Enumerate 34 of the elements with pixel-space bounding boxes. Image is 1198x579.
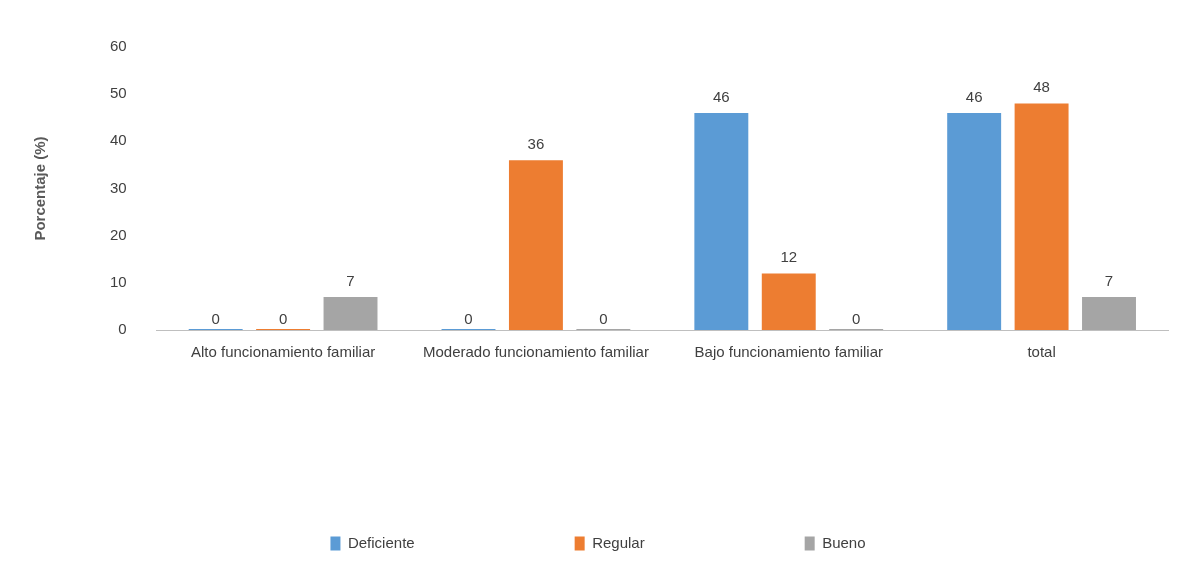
data-label: 0 (278, 309, 288, 327)
bar (323, 296, 378, 330)
bar (1082, 296, 1136, 330)
y-tick-label: 50 (110, 84, 127, 102)
y-tick-label: 60 (110, 37, 127, 55)
data-label: 48 (1033, 78, 1050, 96)
data-label: 36 (527, 134, 545, 152)
bar (761, 273, 816, 330)
legend-label: Bueno (822, 533, 866, 551)
y-tick-label: 30 (110, 178, 127, 196)
legend-label: Regular (592, 533, 645, 551)
data-label: 0 (852, 309, 861, 327)
x-tick-label: Alto funcionamiento familiar (190, 343, 376, 361)
data-label: 12 (780, 248, 798, 266)
data-label: 0 (211, 309, 220, 327)
legend-label: Deficiente (347, 533, 415, 551)
bar (694, 113, 749, 330)
data-label: 7 (1104, 271, 1114, 289)
bar (508, 160, 563, 330)
bar (947, 113, 1002, 330)
x-tick-label: Moderado funcionamiento familiar (422, 343, 649, 361)
data-label: 7 (346, 271, 355, 289)
y-tick-label: 0 (118, 320, 127, 338)
data-label: 0 (599, 309, 608, 327)
y-tick-label: 40 (110, 131, 127, 149)
x-tick-label: total (1027, 343, 1056, 361)
y-axis-title: Porcentaje (%) (31, 136, 49, 241)
x-tick-label: Bajo funcionamiento familiar (694, 343, 883, 361)
data-label: 0 (464, 309, 473, 327)
data-label: 46 (712, 87, 730, 105)
data-label: 46 (965, 87, 983, 105)
bar (1014, 103, 1069, 330)
y-tick-label: 10 (110, 272, 127, 290)
y-tick-label: 20 (110, 225, 127, 243)
